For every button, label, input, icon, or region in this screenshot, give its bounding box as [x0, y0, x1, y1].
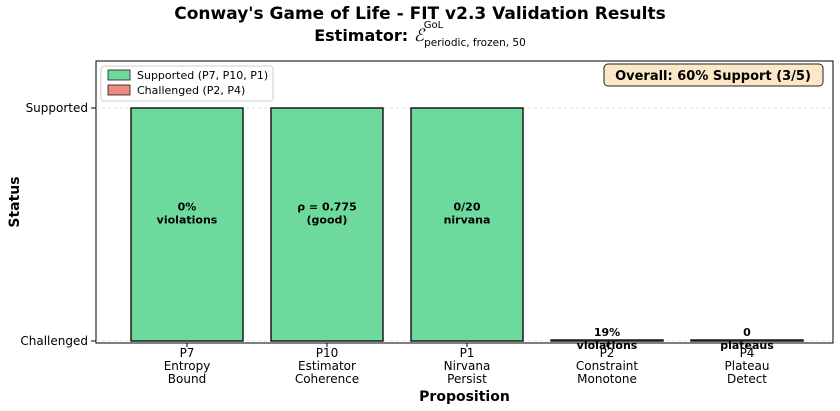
x-tick-label-line2: Bound [168, 372, 206, 386]
plot-frame [95, 60, 834, 344]
x-tick-label-line2: Detect [727, 372, 767, 386]
x-tick-label-line2: Coherence [295, 372, 359, 386]
bar-annotation-label: (good) [307, 214, 348, 227]
estimator-label: ℰ GoL periodic, frozen, 50 [413, 20, 526, 49]
legend-swatch [107, 84, 131, 96]
bar-p2 [550, 339, 664, 342]
subtitle-prefix: Estimator: [314, 26, 409, 45]
estimator-symbol: ℰ [413, 26, 425, 46]
x-tick-label-line1: Estimator [298, 359, 356, 373]
estimator-superscript: GoL [423, 20, 444, 31]
legend-swatch [107, 69, 131, 81]
estimator-subscript: periodic, frozen, 50 [424, 37, 526, 49]
x-tick-label-line2: Monotone [577, 372, 637, 386]
x-tick-label-line1: Plateau [725, 359, 770, 373]
bar-annotation-label: violations [157, 214, 218, 227]
x-tick-label-line2: Persist [447, 372, 487, 386]
x-tick-label-line1: Entropy [164, 359, 211, 373]
legend-label: Supported (P7, P10, P1) [137, 69, 268, 82]
chart-subtitle: Estimator: ℰ GoL periodic, frozen, 50 [0, 20, 840, 49]
y-axis-label: Status [7, 176, 23, 227]
x-tick-label-id: P2 [600, 346, 615, 360]
bar-annotation-value: 0% [178, 201, 197, 214]
legend-box [100, 65, 274, 102]
x-axis-label: Proposition [419, 389, 510, 405]
x-tick-label-id: P4 [740, 346, 755, 360]
bar-annotation-label: nirvana [444, 214, 491, 227]
x-tick-label-line1: Constraint [576, 359, 639, 373]
legend-label: Challenged (P2, P4) [137, 84, 245, 97]
summary-box [603, 63, 824, 87]
bar-annotation-value: 0 [743, 326, 751, 339]
y-tick-label: Supported [26, 101, 88, 115]
summary-text: Overall: 60% Support (3/5) [615, 69, 811, 84]
bar-p4 [690, 339, 804, 342]
x-tick-label-line1: Nirvana [444, 359, 491, 373]
bar-p7 [130, 107, 244, 342]
y-tick-label: Challenged [20, 334, 88, 348]
bar-p1 [410, 107, 524, 342]
bar-annotation-value: ρ = 0.775 [297, 201, 357, 214]
x-tick-label-id: P7 [180, 346, 195, 360]
x-tick-label-id: P10 [316, 346, 339, 360]
bar-p10 [270, 107, 384, 342]
bar-annotation-value: 0/20 [454, 201, 481, 214]
bar-annotation-value: 19% [594, 326, 620, 339]
x-tick-label-id: P1 [460, 346, 475, 360]
chart-title: Conway's Game of Life - FIT v2.3 Validat… [174, 4, 666, 24]
